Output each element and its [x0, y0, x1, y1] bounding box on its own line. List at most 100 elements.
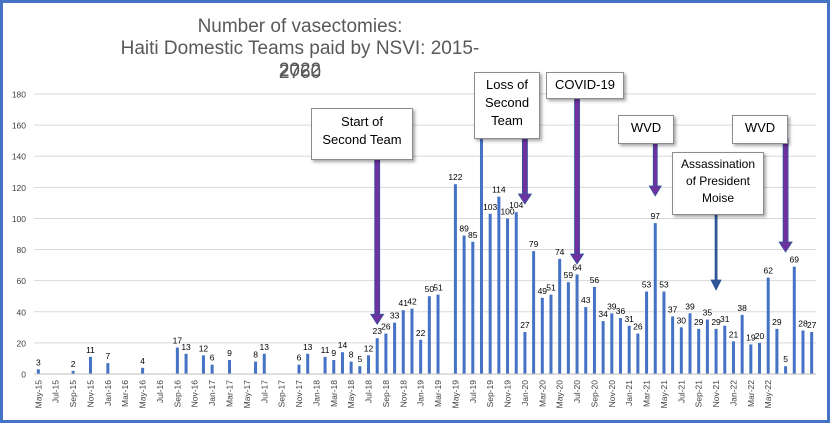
data-label: 79 [529, 239, 539, 249]
bar [375, 338, 379, 374]
bar [367, 355, 371, 374]
bar [523, 332, 527, 374]
bar [766, 277, 770, 374]
data-label: 42 [407, 297, 417, 307]
bar [201, 355, 205, 374]
data-label: 39 [685, 301, 695, 311]
bar [723, 325, 727, 374]
x-tick-label: Jan-22 [728, 380, 738, 406]
data-label: 29 [694, 317, 704, 327]
y-tick-label: 160 [12, 121, 26, 131]
bar [610, 313, 614, 374]
x-tick-label: May-19 [450, 380, 460, 409]
data-label: 26 [381, 322, 391, 332]
annotation-start-second-team-line-1: Start of [341, 114, 383, 129]
annotation-wvd-2: WVD [732, 115, 788, 144]
bar [775, 328, 779, 374]
data-label: 104 [509, 200, 523, 210]
data-label: 12 [364, 343, 374, 353]
data-label: 6 [210, 353, 215, 363]
x-tick-label: Mar-16 [120, 380, 130, 407]
bar [401, 310, 405, 374]
data-label: 62 [763, 266, 773, 276]
bar [532, 251, 536, 374]
data-label: 27 [807, 320, 817, 330]
bar [575, 274, 579, 374]
arrow-head-assassination [710, 279, 722, 291]
data-label: 30 [677, 315, 687, 325]
data-label: 13 [260, 342, 270, 352]
x-tick-label: Sep-18 [381, 380, 391, 408]
y-tick-label: 0 [21, 370, 26, 380]
bar [393, 322, 397, 374]
chart-title-line-2: Haiti Domestic Teams paid by NSVI: 2015-… [120, 38, 480, 81]
x-tick-label: May-15 [33, 380, 43, 409]
data-label: 11 [86, 345, 95, 355]
bar [254, 361, 258, 374]
data-label: 2 [71, 359, 76, 369]
bar [558, 258, 562, 374]
data-label: 85 [468, 230, 478, 240]
bar [323, 356, 327, 374]
y-tick-label: 100 [12, 214, 26, 224]
y-tick-label: 180 [12, 90, 26, 100]
arrow-head-loss-second-team [517, 193, 533, 205]
data-label: 5 [783, 354, 788, 364]
data-label: 19 [746, 332, 756, 342]
x-tick-label: Mar-22 [746, 380, 756, 407]
data-label: 36 [616, 306, 626, 316]
data-label: 6 [297, 353, 302, 363]
x-tick-label: Jan-18 [311, 380, 321, 406]
y-tick-label: 40 [17, 307, 27, 317]
x-tick-label: Jul-20 [572, 380, 582, 403]
bar [106, 363, 110, 374]
annotation-loss-line-3: Team [491, 113, 523, 128]
data-label: 13 [181, 342, 191, 352]
arrow-shaft-loss-second-team [522, 133, 528, 195]
bar [584, 307, 588, 374]
x-tick-label: May-18 [346, 380, 356, 409]
x-tick-label: Sep-19 [485, 380, 495, 408]
x-tick-label: Jul-19 [468, 380, 478, 403]
bar [471, 241, 475, 374]
x-tick-label: Jan-17 [207, 380, 217, 406]
chart-title-line-1: Number of vasectomies: [197, 16, 403, 37]
data-label: 11 [321, 345, 330, 355]
bar [688, 313, 692, 374]
data-label: 69 [790, 255, 800, 265]
y-tick-label: 60 [17, 276, 27, 286]
bar [645, 291, 649, 374]
data-label: 22 [416, 328, 426, 338]
arrow-shaft-wvd-2 [782, 138, 789, 243]
x-tick-label: Jul-17 [259, 380, 269, 403]
bar [453, 184, 457, 374]
data-label: 12 [199, 343, 209, 353]
x-tick-label: Mar-19 [433, 380, 443, 407]
y-tick-label: 80 [17, 245, 27, 255]
bar [36, 369, 40, 374]
x-tick-label: Mar-17 [225, 380, 235, 407]
annotation-wvd-1: WVD [618, 115, 674, 144]
x-tick-label: Nov-18 [398, 380, 408, 408]
data-label: 9 [331, 348, 336, 358]
arrow-head-wvd-1 [648, 185, 662, 197]
data-label: 37 [668, 304, 678, 314]
data-label: 103 [483, 202, 497, 212]
x-tick-label: May-20 [555, 380, 565, 409]
data-label: 53 [659, 280, 669, 290]
bar [349, 361, 353, 374]
bar [714, 328, 718, 374]
x-tick-label: Sep-21 [694, 380, 704, 408]
bar [749, 344, 753, 374]
arrow-shaft-covid-19 [574, 93, 580, 255]
bar [462, 235, 466, 374]
bar [758, 342, 762, 374]
x-tick-label: Jul-21 [676, 380, 686, 403]
data-label: 27 [520, 320, 530, 330]
x-tick-label: Jul-15 [51, 380, 61, 403]
bar [619, 318, 622, 374]
data-label: 20 [755, 331, 765, 341]
bar [141, 367, 145, 374]
x-tick-label: May-16 [138, 380, 148, 409]
y-tick-label: 140 [12, 152, 26, 162]
